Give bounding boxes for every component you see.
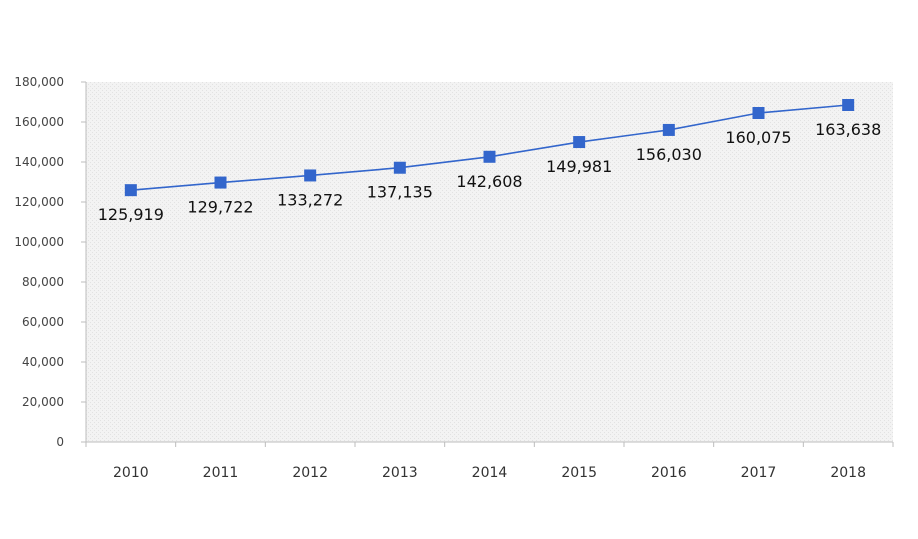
series-layer <box>124 99 855 197</box>
y-tick-label: 160,000 <box>14 115 64 129</box>
data-point-marker <box>124 184 137 197</box>
data-label: 160,075 <box>725 128 791 147</box>
plot-background <box>86 82 893 442</box>
x-tick-label: 2014 <box>472 465 508 481</box>
x-tick-label: 2016 <box>651 465 687 481</box>
x-tick-label: 2015 <box>561 465 597 481</box>
data-point-marker <box>573 136 586 149</box>
data-label: 125,919 <box>98 205 164 224</box>
data-point-marker <box>842 99 855 111</box>
x-tick-label: 2018 <box>830 465 866 481</box>
y-tick-label: 40,000 <box>22 355 64 369</box>
data-label: 137,135 <box>367 183 433 202</box>
x-tick-label: 2017 <box>741 465 777 481</box>
data-label: 156,030 <box>636 145 702 164</box>
y-tick-label: 120,000 <box>14 195 64 209</box>
data-point-marker <box>662 123 675 136</box>
y-tick-label: 180,000 <box>14 75 64 89</box>
data-point-marker <box>393 161 406 174</box>
y-tick-label: 140,000 <box>14 155 64 169</box>
y-tick-label: 20,000 <box>22 395 64 409</box>
data-point-marker <box>214 176 227 189</box>
data-point-marker <box>483 150 496 163</box>
data-label: 133,272 <box>277 190 343 209</box>
x-tick-label: 2011 <box>203 465 239 481</box>
data-point-marker <box>752 107 765 119</box>
data-label: 129,722 <box>187 198 253 217</box>
y-tick-label: 80,000 <box>22 275 64 289</box>
plot-area <box>86 82 893 442</box>
y-tick-label: 0 <box>56 435 64 449</box>
axes: 0 20,000 40,000 60,000 80,000 100,000 120,000 1… <box>14 75 894 481</box>
data-label: 149,981 <box>546 157 612 176</box>
data-point-marker <box>304 169 317 182</box>
x-tick-label: 2013 <box>382 465 418 481</box>
x-tick-label: 2012 <box>292 465 328 481</box>
y-tick-label: 60,000 <box>22 315 64 329</box>
data-labels: 125,919 129,722 133,272 137,135 142,608 149,9… <box>98 120 882 224</box>
data-label: 142,608 <box>456 172 522 191</box>
data-label: 163,638 <box>815 120 881 139</box>
x-tick-label: 2010 <box>113 465 149 481</box>
y-tick-label: 100,000 <box>14 235 64 249</box>
